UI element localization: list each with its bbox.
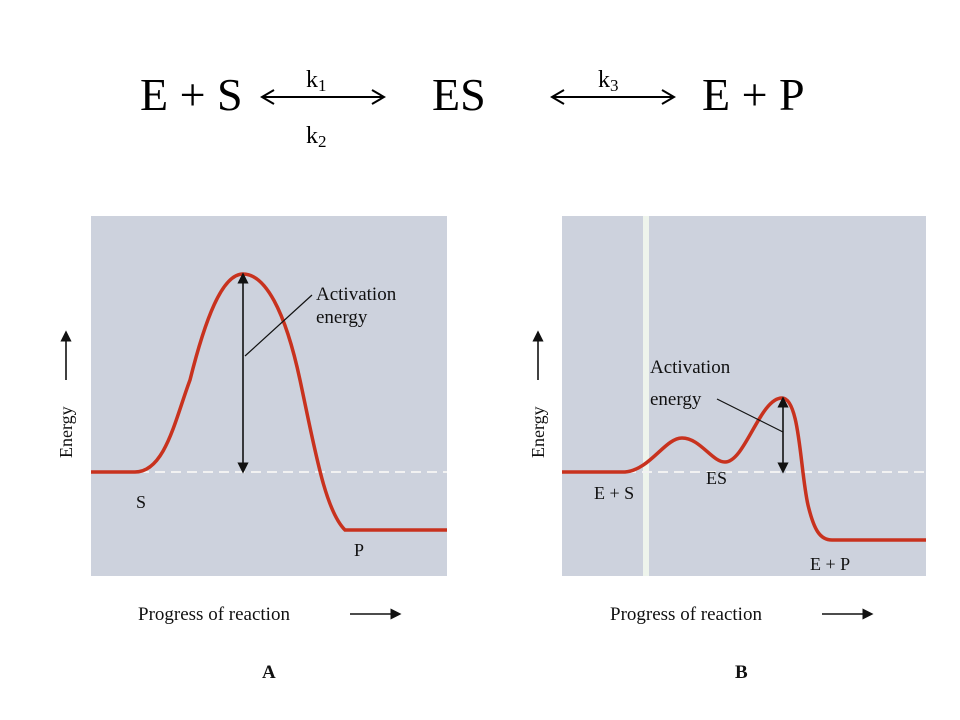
start-label: E + S — [594, 483, 634, 503]
x-axis-label: Progress of reaction — [610, 604, 762, 625]
intermediate-label: ES — [706, 468, 727, 488]
end-label: E + P — [810, 554, 850, 574]
rate-constant-k3: k3 — [598, 68, 619, 94]
reversible-arrow-icon — [260, 89, 386, 105]
annotation-line-1: Activation — [650, 357, 731, 378]
k2-symbol: k — [306, 123, 318, 149]
k3-subscript: 3 — [610, 76, 619, 95]
panel-b: Activation energy E + S ES E + P Energy … — [528, 216, 926, 683]
panel-b-background — [562, 216, 926, 576]
annotation-leader-line — [244, 294, 313, 357]
y-axis-label: Energy — [528, 406, 548, 458]
annotation-line-2: energy — [316, 307, 368, 328]
start-label: S — [136, 492, 146, 512]
k1-symbol: k — [306, 67, 318, 93]
complex-term: ES — [432, 69, 486, 120]
x-axis-label: Progress of reaction — [138, 604, 290, 625]
reactants-term: E + S — [140, 69, 243, 120]
annotation-line-1: Activation — [316, 284, 397, 305]
panel-a-background — [91, 216, 447, 576]
annotation-leader-line — [716, 398, 784, 433]
energy-curve-b — [562, 396, 926, 542]
end-label: P — [354, 540, 364, 560]
panel-caption: B — [735, 662, 748, 683]
y-axis-label: Energy — [56, 406, 76, 458]
k1-subscript: 1 — [318, 76, 327, 95]
scan-artifact-stripe — [643, 216, 649, 576]
products-term: E + P — [702, 69, 805, 120]
panel-caption: A — [262, 662, 276, 683]
k3-symbol: k — [598, 67, 610, 93]
annotation-line-2: energy — [650, 389, 702, 410]
reversible-arrow-icon — [550, 89, 676, 105]
k2-subscript: 2 — [318, 132, 327, 151]
rate-constant-k2: k2 — [306, 124, 327, 150]
panel-a: Activation energy S P Energy Progress of… — [56, 216, 447, 683]
rate-constant-k1: k1 — [306, 68, 327, 94]
